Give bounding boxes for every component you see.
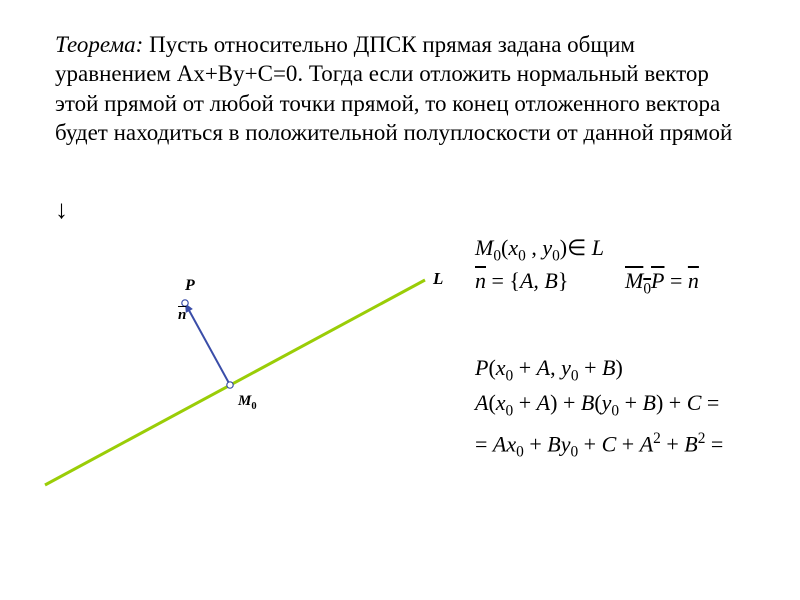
ml1-y: y bbox=[542, 235, 552, 260]
ml4-y: y bbox=[602, 390, 612, 415]
ml4-lp1: ( bbox=[488, 390, 495, 415]
ml5-p4: + bbox=[661, 431, 684, 456]
ml3-B: B bbox=[602, 355, 615, 380]
math-line1: M0(x0 , y0)∈ L bbox=[475, 235, 604, 265]
ml1-s3: 0 bbox=[552, 247, 560, 264]
ml3-x: x bbox=[496, 355, 506, 380]
geometry-diagram bbox=[25, 225, 445, 505]
ml2b-s: 0 bbox=[643, 280, 651, 297]
label-P: P bbox=[185, 277, 195, 295]
ml4-rp2: ) + bbox=[656, 390, 687, 415]
ml5-Ax: Ax bbox=[493, 431, 516, 456]
ml1-L: L bbox=[592, 235, 604, 260]
slide: Теорема: Пусть относительно ДПСК прямая … bbox=[0, 0, 800, 600]
label-M0-sub: 0 bbox=[251, 401, 256, 412]
label-L: L bbox=[433, 269, 443, 289]
ml3-lp: ( bbox=[488, 355, 495, 380]
label-M0: M0 bbox=[238, 393, 257, 412]
ml5-p1: + bbox=[524, 431, 547, 456]
ml5-A: A bbox=[640, 431, 653, 456]
vector-n bbox=[185, 303, 230, 385]
ml1-x: x bbox=[508, 235, 518, 260]
ml5-s2: 0 bbox=[570, 444, 578, 461]
label-n-text: n bbox=[178, 307, 186, 323]
ml4-s2: 0 bbox=[611, 402, 619, 419]
ml2a-eq: = bbox=[486, 268, 509, 293]
ml4-lp2: ( bbox=[594, 390, 601, 415]
theorem-label: Теорема: bbox=[55, 32, 143, 57]
ml3-y: y bbox=[561, 355, 571, 380]
math-line3: P(x0 + A, y0 + B) bbox=[475, 355, 623, 385]
ml3-cm: , bbox=[550, 355, 561, 380]
ml4-eq: = bbox=[701, 390, 719, 415]
ml5-p2: + bbox=[578, 431, 601, 456]
ml4-pa: + bbox=[513, 390, 536, 415]
ml3-s2: 0 bbox=[571, 367, 579, 384]
ml2b-m: M bbox=[625, 268, 643, 293]
ml3-pb: + bbox=[579, 355, 602, 380]
ml1-in: ∈ bbox=[567, 235, 592, 260]
ml5-eq2: = bbox=[705, 431, 723, 456]
ml2a-n: n bbox=[475, 268, 486, 293]
ml2a-ab: A, B bbox=[520, 268, 558, 293]
ml4-A: A bbox=[475, 390, 488, 415]
ml4-B: B bbox=[581, 390, 594, 415]
label-n: n bbox=[178, 307, 186, 324]
down-arrow-icon: ↓ bbox=[55, 195, 68, 225]
ml5-B: B bbox=[684, 431, 697, 456]
ml2b-mp: M0P bbox=[625, 268, 664, 293]
label-M0-m: M bbox=[238, 393, 251, 409]
ml2b-n: n bbox=[688, 268, 699, 293]
theorem-text: Теорема: Пусть относительно ДПСК прямая … bbox=[55, 30, 755, 148]
ml3-rp: ) bbox=[615, 355, 622, 380]
ml2a-br: { bbox=[509, 268, 520, 293]
point-p bbox=[182, 300, 188, 306]
math-line2a: n = {A, B} bbox=[475, 268, 568, 294]
ml5-eq1: = bbox=[475, 431, 493, 456]
math-line5: = Ax0 + By0 + C + A2 + B2 = bbox=[475, 430, 723, 462]
ml4-B2: B bbox=[643, 390, 656, 415]
ml4-C: C bbox=[687, 390, 702, 415]
ml2b-p: P bbox=[651, 268, 664, 293]
ml5-C: C bbox=[602, 431, 617, 456]
ml2b-eq: = bbox=[664, 268, 687, 293]
ml5-p3: + bbox=[616, 431, 639, 456]
ml4-A2: A bbox=[537, 390, 550, 415]
math-line2b: M0P = n bbox=[625, 268, 699, 298]
line-L bbox=[45, 280, 425, 485]
ml5-s1: 0 bbox=[516, 444, 524, 461]
ml5-e1: 2 bbox=[653, 430, 661, 447]
ml5-By: By bbox=[547, 431, 570, 456]
ml2a-br2: } bbox=[558, 268, 569, 293]
ml1-s1: 0 bbox=[493, 247, 501, 264]
point-m0 bbox=[227, 382, 233, 388]
ml1-s2: 0 bbox=[518, 247, 526, 264]
ml3-P: P bbox=[475, 355, 488, 380]
ml1-c: , bbox=[526, 235, 543, 260]
ml4-x: x bbox=[496, 390, 506, 415]
ml3-A: A bbox=[537, 355, 550, 380]
ml1-m: M bbox=[475, 235, 493, 260]
theorem-body: Пусть относительно ДПСК прямая задана об… bbox=[55, 32, 732, 145]
ml4-rp1: ) + bbox=[550, 390, 581, 415]
ml3-pa: + bbox=[513, 355, 536, 380]
math-line4: A(x0 + A) + B(y0 + B) + C = bbox=[475, 390, 719, 420]
ml4-pb: + bbox=[619, 390, 642, 415]
